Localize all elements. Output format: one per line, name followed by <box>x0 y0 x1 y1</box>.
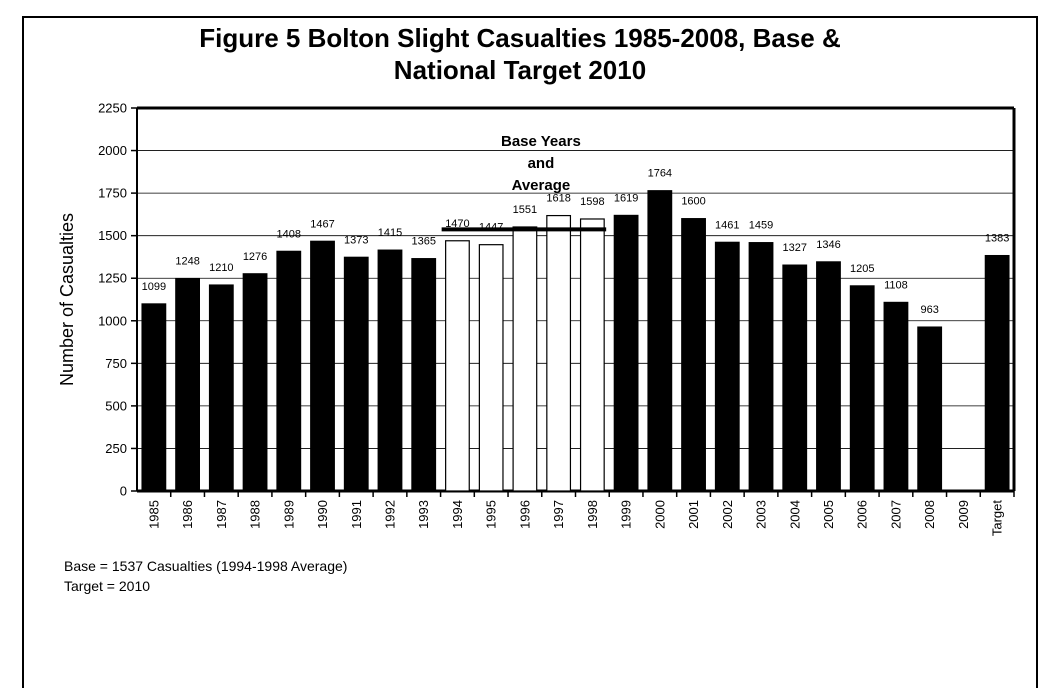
x-tick-label: 1994 <box>450 500 465 529</box>
x-tick-label: 2004 <box>787 500 802 529</box>
x-tick-label: 1992 <box>382 500 397 529</box>
x-tick-label: 1987 <box>214 500 229 529</box>
chart-title: Figure 5 Bolton Slight Casualties 1985-2… <box>0 22 1040 86</box>
y-axis-label: Number of Casualties <box>57 213 77 386</box>
x-tick-label: 1989 <box>281 500 296 529</box>
x-tick-label: 2008 <box>922 500 937 529</box>
bar-1993 <box>411 258 437 492</box>
chart-notes: Base = 1537 Casualties (1994-1998 Averag… <box>64 556 347 596</box>
data-label: 1365 <box>411 236 435 248</box>
bar-1986 <box>175 277 201 492</box>
y-tick-label: 2000 <box>98 143 127 158</box>
bar-1997 <box>546 214 572 492</box>
bar-2006 <box>849 285 875 492</box>
data-label: 1383 <box>985 233 1009 245</box>
x-tick-label: 1993 <box>416 500 431 529</box>
x-tick-label: 1997 <box>551 500 566 529</box>
y-tick-label: 250 <box>105 441 127 456</box>
x-tick-label: 1998 <box>585 500 600 529</box>
bar-1994 <box>445 240 470 492</box>
bar-1990 <box>310 240 335 492</box>
data-label: 1598 <box>580 196 604 208</box>
bar-1985 <box>141 303 167 492</box>
chart-title-line-2: National Target 2010 <box>393 55 647 85</box>
data-label: 1461 <box>715 219 739 231</box>
base-note: Base = 1537 Casualties (1994-1998 Averag… <box>64 558 348 574</box>
x-tick-label: 2000 <box>652 500 667 529</box>
base-annotation-line: Average <box>512 177 571 194</box>
data-label: 1346 <box>816 239 840 251</box>
bar-1987 <box>208 284 234 492</box>
data-label: 1108 <box>884 279 908 291</box>
target-note: Target = 2010 <box>64 578 151 594</box>
data-label: 1764 <box>648 168 672 180</box>
bar-2003 <box>748 242 774 492</box>
data-label: 1551 <box>513 204 537 216</box>
data-label: 963 <box>920 304 938 316</box>
bar-1992 <box>377 249 403 492</box>
data-label: 1600 <box>681 196 705 208</box>
x-tick-label: 2007 <box>888 500 903 529</box>
y-tick-label: 2250 <box>98 101 127 116</box>
base-annotation-line: and <box>528 155 555 172</box>
data-label: 1248 <box>175 256 199 268</box>
x-tick-label: 1985 <box>146 500 161 529</box>
chart-title-line-1: Figure 5 Bolton Slight Casualties 1985-2… <box>199 23 841 53</box>
y-tick-label: 500 <box>105 398 127 413</box>
bar-2007 <box>883 301 909 492</box>
data-label: 1373 <box>344 234 368 246</box>
data-label: 1276 <box>243 251 267 263</box>
y-tick-label: 1250 <box>98 271 127 286</box>
x-tick-label: 2009 <box>956 500 971 529</box>
x-tick-label: 1991 <box>349 500 364 529</box>
data-label: 1470 <box>445 218 469 230</box>
x-tick-label: 2002 <box>720 500 735 529</box>
data-label: 1415 <box>378 227 402 239</box>
data-label: 1327 <box>783 242 807 254</box>
x-tick-label: 1990 <box>315 500 330 529</box>
bar-2000 <box>647 190 673 492</box>
data-label: 1619 <box>614 192 638 204</box>
bar-1989 <box>276 250 302 492</box>
y-tick-label: 1750 <box>98 186 127 201</box>
bar-2008 <box>917 326 943 492</box>
bar-2002 <box>714 241 740 492</box>
data-label: 1618 <box>546 193 570 205</box>
bar-2005 <box>816 261 841 492</box>
bar-2004 <box>782 264 808 492</box>
x-tick-label: 2003 <box>754 500 769 529</box>
x-tick-label: 1986 <box>180 500 195 529</box>
data-label: 1205 <box>850 263 874 275</box>
y-tick-label: 1000 <box>98 313 127 328</box>
bar-1996 <box>512 226 538 492</box>
base-annotation-line: Base Years <box>501 133 581 150</box>
x-tick-label: Target <box>990 500 1005 537</box>
x-tick-label: 2001 <box>686 500 701 529</box>
bar-1998 <box>579 218 605 492</box>
y-tick-label: 0 <box>120 484 127 499</box>
data-label: 1210 <box>209 262 233 274</box>
x-tick-label: 1995 <box>484 500 499 529</box>
x-tick-label: 1999 <box>619 500 634 529</box>
data-label: 1467 <box>310 218 334 230</box>
bar-1999 <box>613 214 639 492</box>
data-label: 1459 <box>749 220 773 232</box>
data-label: 1099 <box>142 281 166 293</box>
x-tick-label: 2006 <box>855 500 870 529</box>
x-tick-label: 1988 <box>248 500 263 529</box>
data-label: 1408 <box>277 228 301 240</box>
y-tick-label: 750 <box>105 356 127 371</box>
x-tick-label: 2005 <box>821 500 836 529</box>
bar-1988 <box>242 273 268 492</box>
bar-Target <box>984 254 1010 492</box>
x-tick-label: 1996 <box>517 500 532 529</box>
y-tick-label: 1500 <box>98 228 127 243</box>
bar-2001 <box>681 218 706 492</box>
bar-1991 <box>343 256 369 492</box>
bar-1995 <box>478 244 504 492</box>
